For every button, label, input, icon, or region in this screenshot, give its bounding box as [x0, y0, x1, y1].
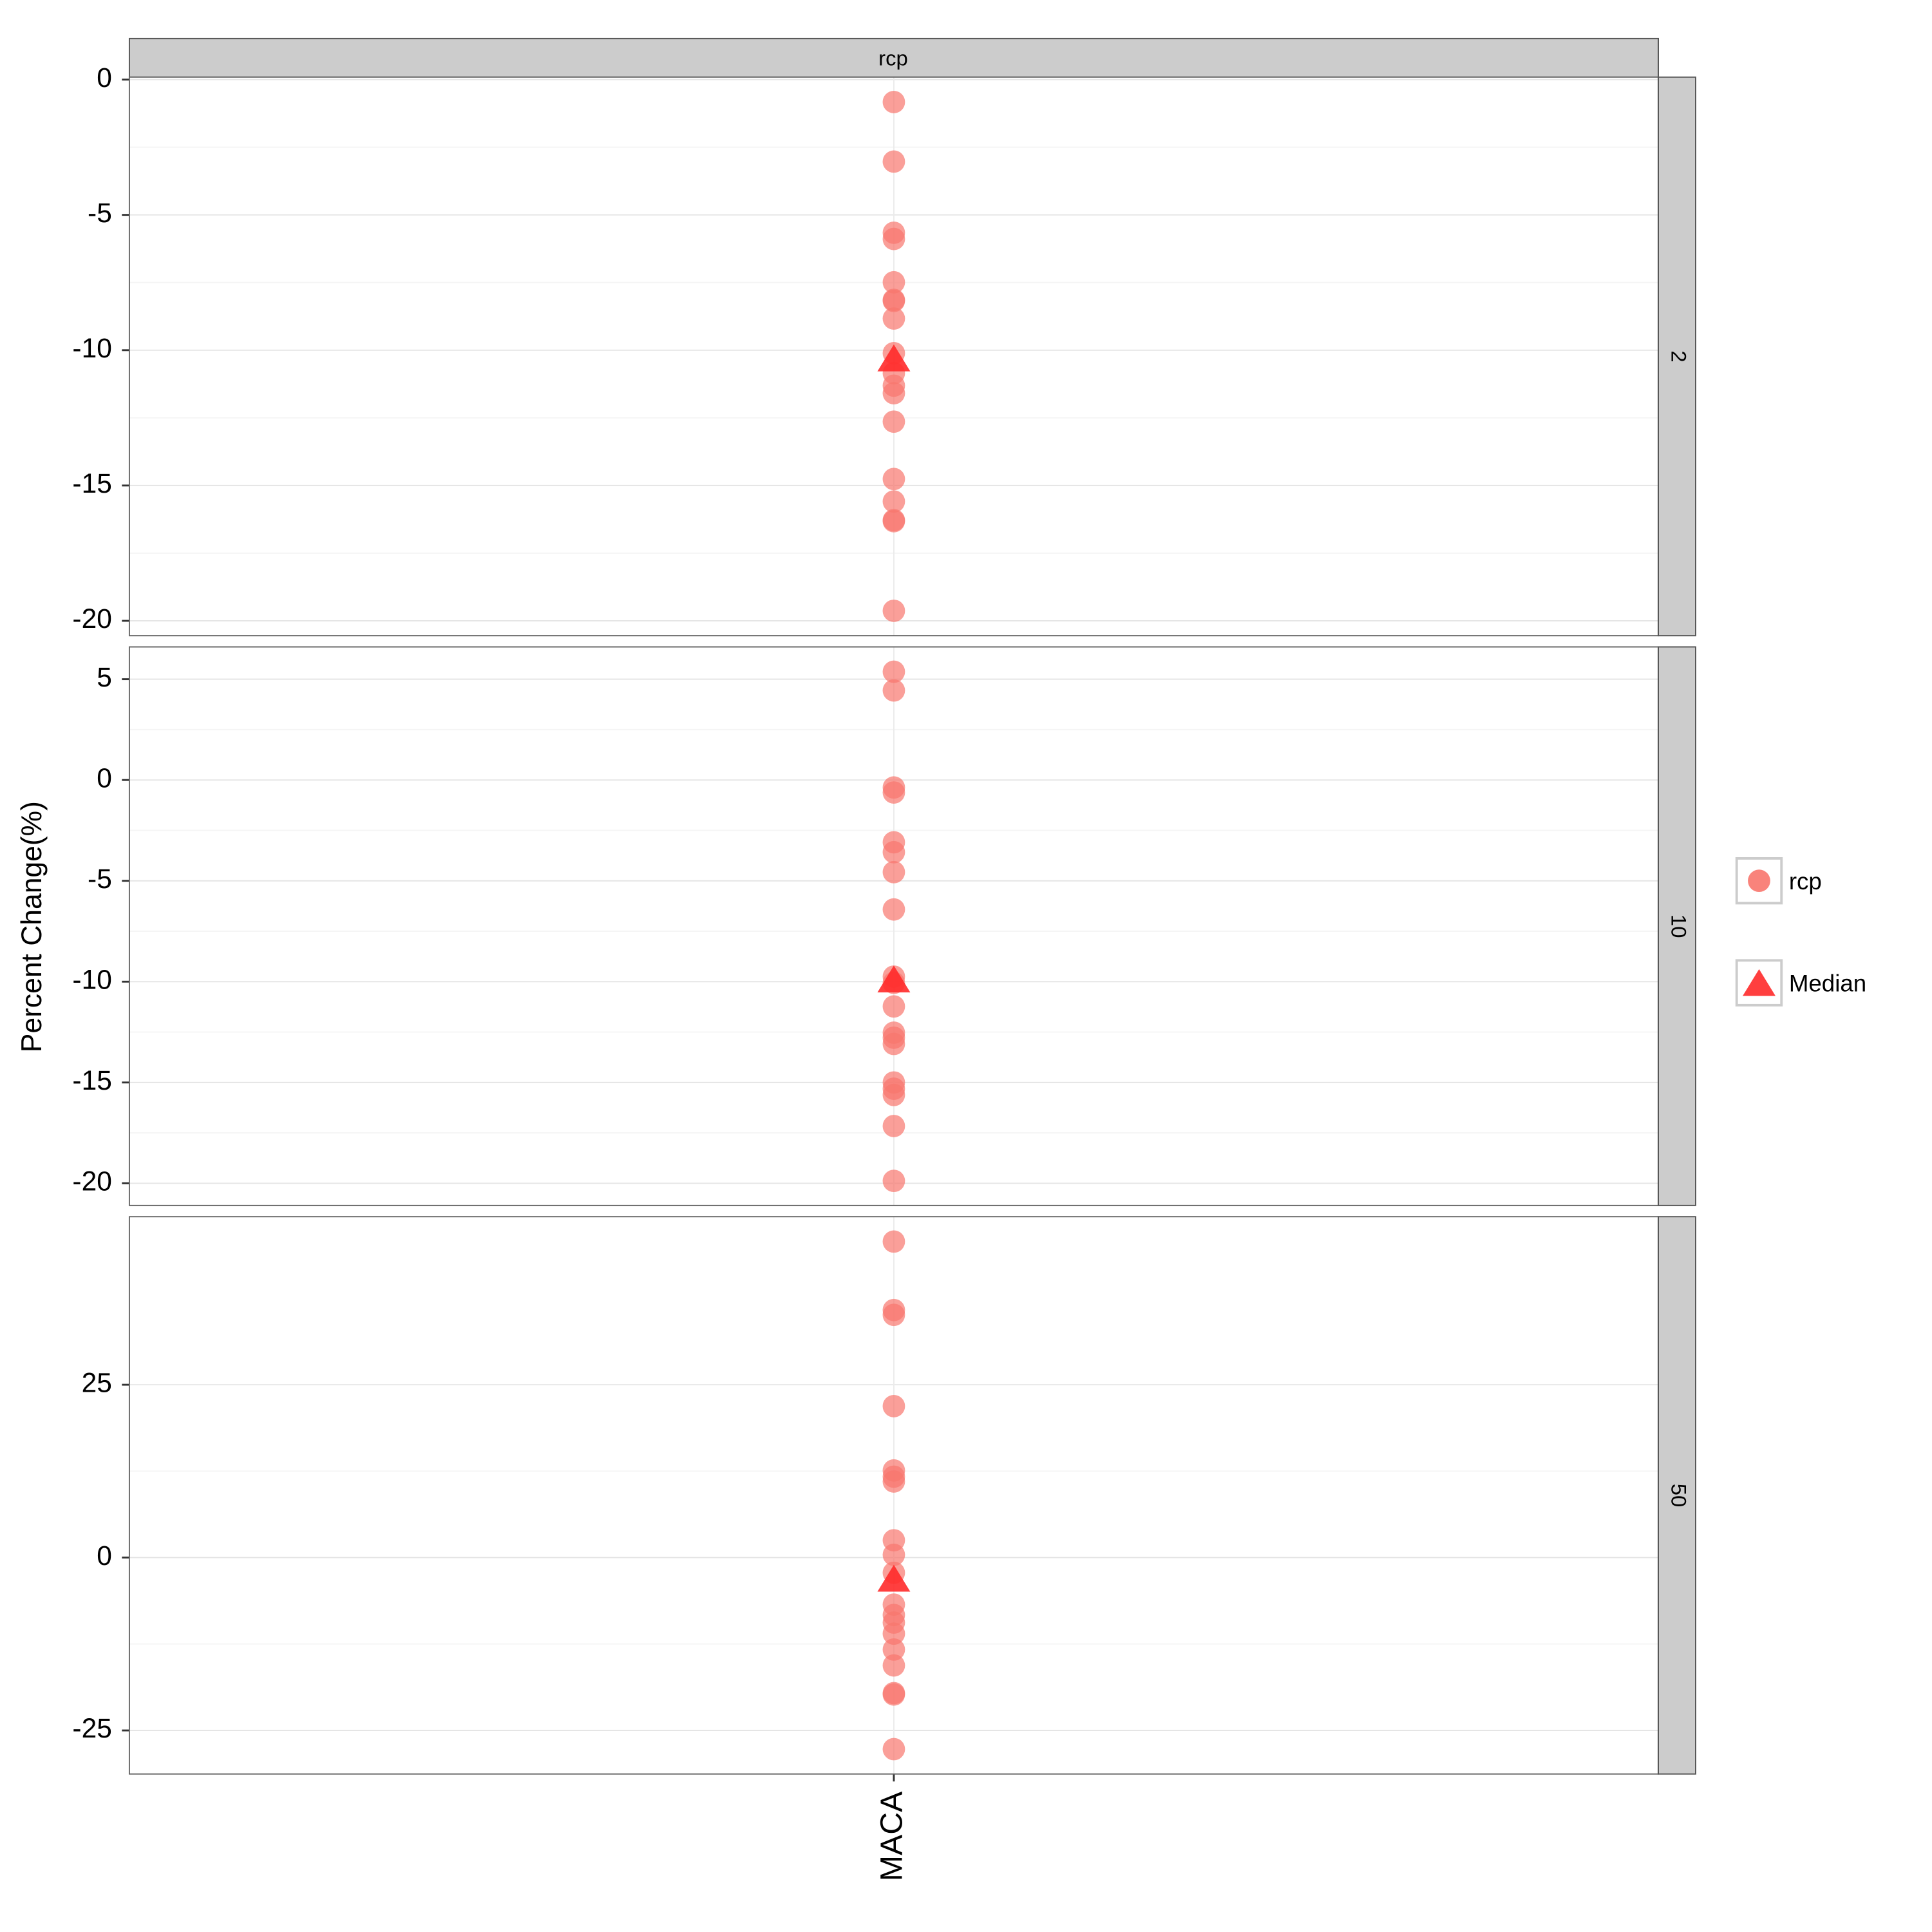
facet-label: 2 — [1667, 350, 1690, 362]
y-tick-label: -25 — [72, 1714, 111, 1744]
median-marker — [877, 344, 911, 372]
point — [882, 600, 905, 622]
facet-label: 50 — [1667, 1484, 1690, 1508]
point — [882, 1738, 905, 1761]
point — [882, 1622, 905, 1645]
strip-label: rcp — [878, 46, 908, 70]
point — [882, 1083, 905, 1106]
y-tick-label: 0 — [97, 1541, 112, 1571]
y-tick-label: -10 — [72, 965, 111, 996]
point — [882, 1543, 905, 1566]
strip-right — [1658, 646, 1696, 1206]
point — [882, 150, 905, 173]
point — [882, 1683, 905, 1706]
point — [882, 382, 905, 404]
y-tick-label: 0 — [97, 763, 112, 793]
point — [882, 898, 905, 921]
median-marker — [877, 1564, 911, 1592]
strip-right — [1658, 1216, 1696, 1775]
point — [882, 289, 905, 312]
point — [882, 227, 905, 251]
point — [882, 1032, 905, 1056]
point — [882, 1654, 905, 1677]
point — [882, 781, 905, 804]
point — [882, 468, 905, 491]
legend-symbol — [1748, 869, 1770, 893]
point — [882, 410, 905, 433]
point — [882, 1303, 905, 1327]
point — [882, 1395, 905, 1417]
point — [882, 1230, 905, 1253]
legend-label: rcp — [1789, 868, 1822, 895]
point — [882, 660, 905, 683]
point — [882, 91, 905, 113]
y-tick-label: -5 — [88, 864, 112, 895]
point — [882, 490, 905, 513]
y-axis-label: Percent Change(%) — [16, 801, 48, 1052]
facet-label: 10 — [1667, 914, 1690, 938]
point — [882, 840, 905, 864]
point — [882, 509, 905, 533]
legend-label: Median — [1789, 971, 1866, 997]
y-tick-label: -5 — [88, 198, 112, 229]
y-tick-label: 25 — [82, 1368, 112, 1398]
strip-right — [1658, 76, 1696, 637]
y-tick-label: -10 — [72, 334, 111, 364]
point — [882, 1115, 905, 1137]
point — [882, 1638, 905, 1661]
point — [882, 995, 905, 1018]
point — [882, 1470, 905, 1493]
y-tick-label: -20 — [72, 1167, 111, 1197]
point — [882, 270, 905, 294]
point — [882, 679, 905, 702]
y-tick-label: 0 — [97, 63, 112, 93]
x-tick-label: MACA — [875, 1791, 909, 1881]
y-tick-label: -20 — [72, 604, 111, 634]
legend-symbol — [1742, 969, 1776, 996]
y-tick-label: -15 — [72, 1066, 111, 1096]
y-tick-label: 5 — [97, 663, 112, 693]
strip-top — [128, 37, 1659, 78]
median-marker — [877, 965, 911, 992]
point — [882, 860, 905, 884]
point — [882, 307, 905, 330]
point — [882, 1170, 905, 1193]
y-tick-label: -15 — [72, 469, 111, 499]
